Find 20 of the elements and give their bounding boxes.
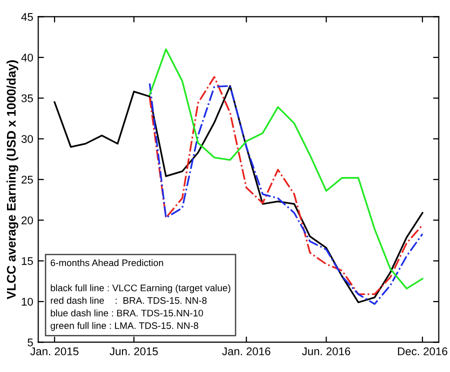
y-tick-label: 30 [21, 135, 33, 143]
x-tick-label: Jan. 2015 [30, 347, 78, 356]
x-tick-label: Jun. 2016 [302, 347, 350, 356]
y-axis-title: VLCC average Earning (USD x 1000/day) [6, 60, 18, 300]
y-tick-label: 5 [28, 338, 33, 346]
x-tick-label: Jun. 2015 [110, 347, 158, 356]
x-tick-label: Dec. 2016 [398, 347, 448, 356]
y-tick-label: 45 [21, 13, 33, 21]
annotation: black full line : VLCC Earning (target value) [50, 284, 230, 294]
annotation: green full line : LMA. TDS-15. NN-8 [50, 322, 198, 331]
annotation: red dash line : BRA. TDS-15. NN-8 [50, 296, 207, 304]
y-tick-label: 35 [21, 94, 33, 102]
y-tick-label: 40 [21, 54, 33, 62]
y-tick-label: 10 [22, 298, 33, 306]
annotation: blue dash line : BRA. TDS-15.NN-10 [50, 309, 204, 316]
annotation: 6-months Ahead Prediction [50, 259, 164, 266]
x-tick-label: Jan. 2016 [222, 347, 270, 356]
y-tick-label: 15 [22, 257, 33, 265]
y-tick-label: 20 [22, 216, 33, 224]
y-tick-label: 25 [22, 176, 33, 184]
